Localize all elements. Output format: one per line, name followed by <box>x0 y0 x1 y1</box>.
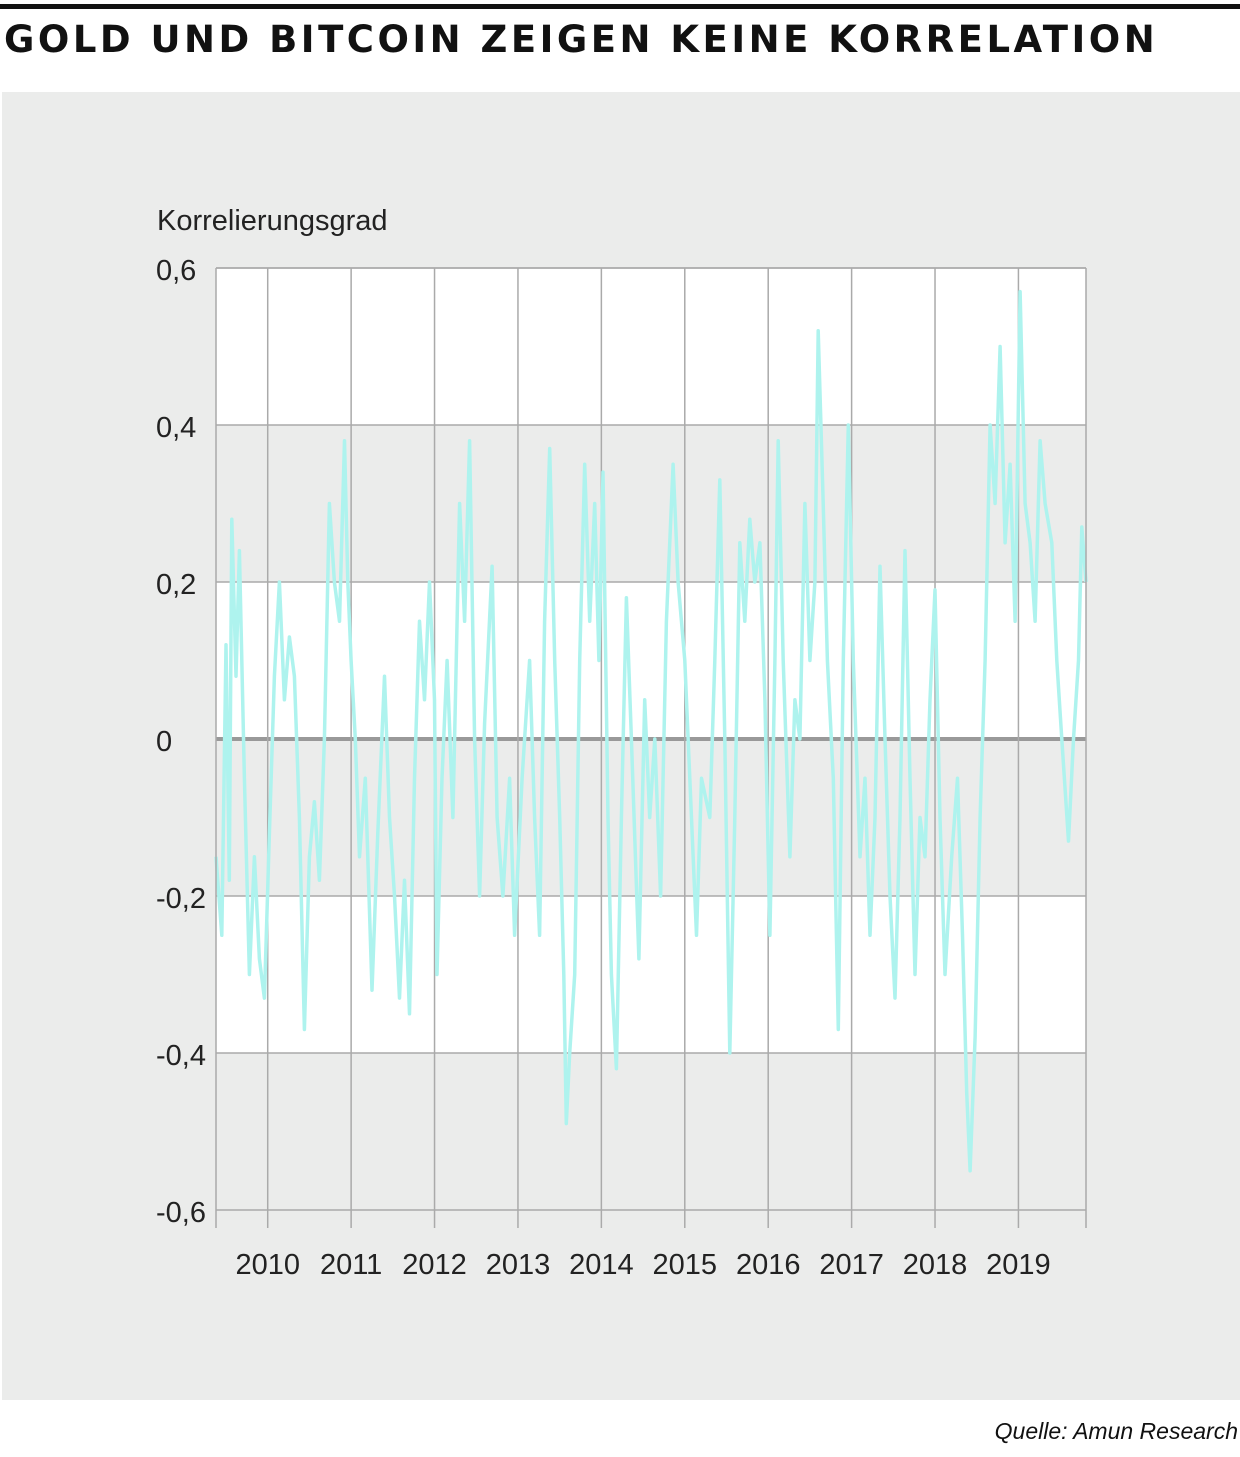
y-tick-label: 0,2 <box>156 569 196 601</box>
y-tick-label: 0,4 <box>156 412 196 444</box>
chart-title: GOLD UND BITCOIN ZEIGEN KEINE KORRELATIO… <box>4 18 1159 61</box>
plot-band <box>216 896 1086 1053</box>
x-tick-label: 2010 <box>235 1249 300 1281</box>
y-tick-label: -0,4 <box>156 1040 206 1072</box>
x-tick-label: 2019 <box>986 1249 1051 1281</box>
plot-band <box>216 425 1086 582</box>
x-tick-label: 2017 <box>819 1249 884 1281</box>
source-note: Quelle: Amun Research <box>994 1418 1238 1444</box>
plot-band <box>216 1053 1086 1210</box>
y-tick-label: -0,6 <box>156 1197 206 1229</box>
y-tick-label: 0 <box>156 726 172 758</box>
x-tick-label: 2011 <box>320 1249 382 1281</box>
correlation-line <box>214 289 1088 1173</box>
x-tick-label: 2016 <box>736 1249 801 1281</box>
x-tick-label: 2012 <box>402 1249 467 1281</box>
y-axis-label: Korrelierungsgrad <box>157 205 388 237</box>
top-rule <box>0 4 1240 9</box>
y-tick-label: 0,6 <box>156 255 196 287</box>
x-tick-label: 2014 <box>569 1249 634 1281</box>
y-tick-label: -0,2 <box>156 883 206 915</box>
x-tick-label: 2015 <box>653 1249 718 1281</box>
plot-band <box>216 268 1086 425</box>
x-tick-label: 2018 <box>903 1249 968 1281</box>
plot-band <box>216 582 1086 739</box>
x-tick-label: 2013 <box>486 1249 551 1281</box>
